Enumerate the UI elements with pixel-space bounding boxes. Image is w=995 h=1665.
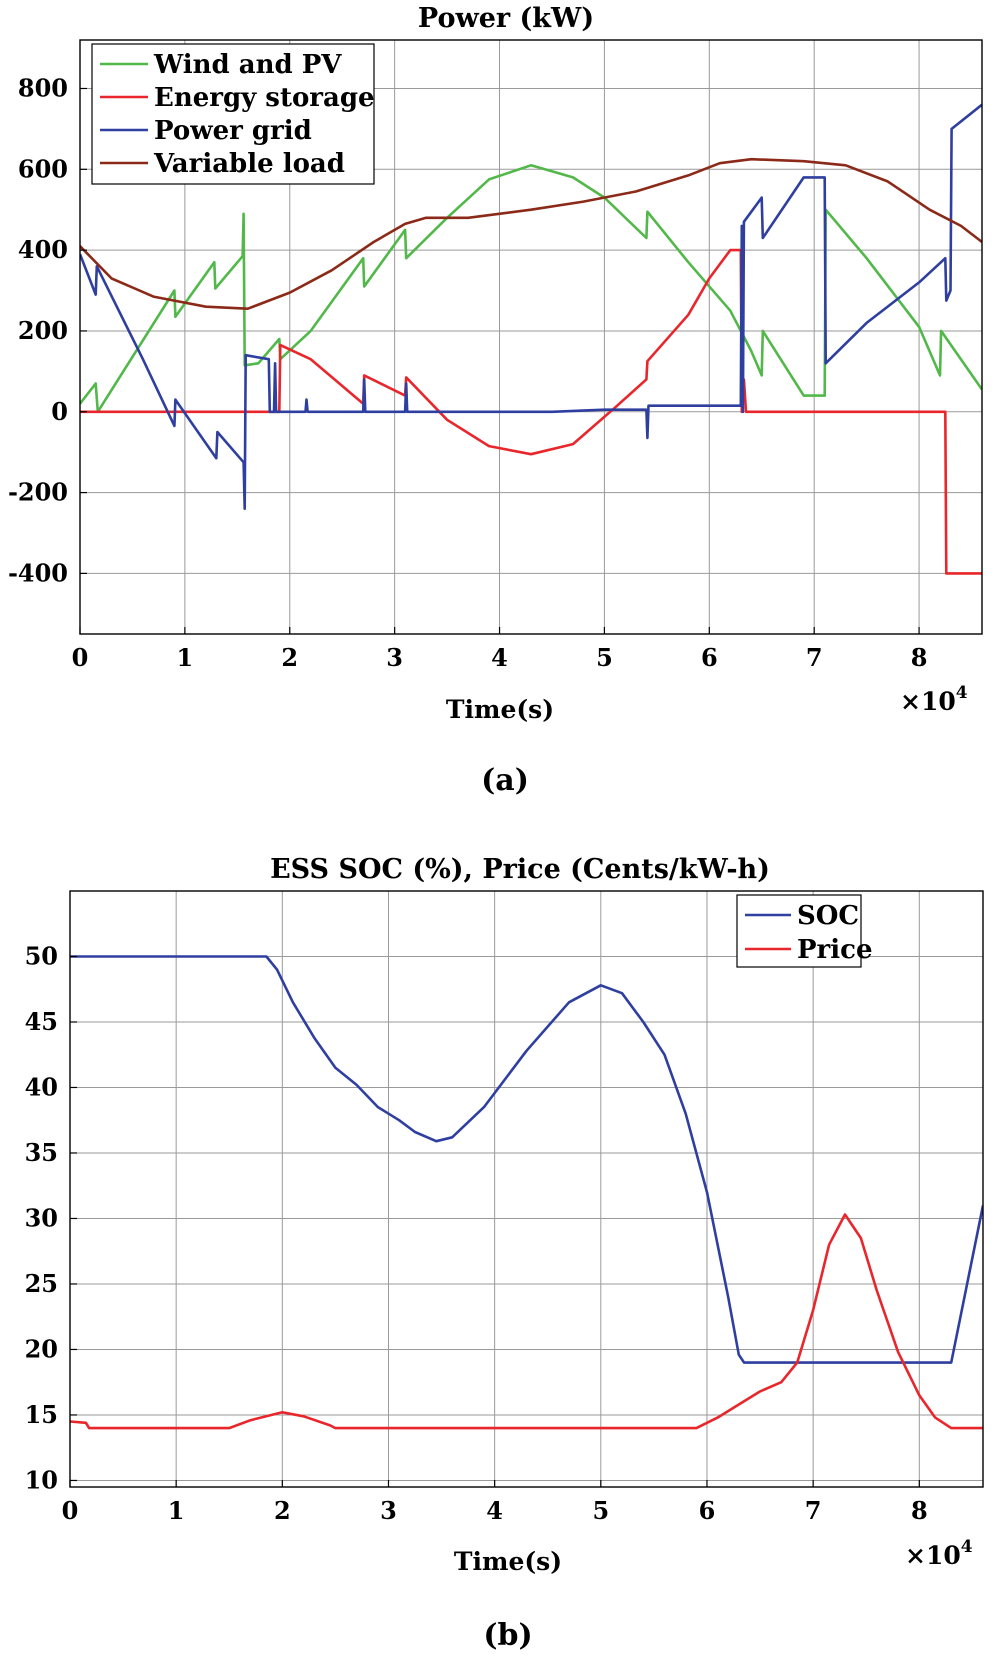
legend-entry: Price (797, 935, 873, 965)
y-tick-label: 30 (25, 1203, 58, 1232)
x-tick-label: 2 (274, 1496, 291, 1525)
x-tick-label: 4 (491, 643, 508, 672)
x-tick-label: 5 (596, 643, 613, 672)
y-tick-label: 20 (25, 1334, 58, 1363)
x-tick-label: 0 (72, 643, 89, 672)
legend-entry: Wind and PV (153, 50, 342, 80)
series-line-variable-load (80, 157, 982, 310)
chart-a-xlabel: Time(s) (446, 695, 554, 724)
y-tick-label: 35 (25, 1138, 58, 1167)
x-tick-label: 1 (168, 1496, 185, 1525)
y-tick-label: 50 (25, 941, 58, 970)
legend-entry: Variable load (153, 149, 345, 179)
series-line-power-grid (80, 103, 982, 510)
legend-entry: Power grid (154, 116, 312, 146)
y-tick-label: 15 (25, 1400, 58, 1429)
x-tick-label: 6 (701, 643, 718, 672)
legend-box (91, 43, 375, 185)
legend-entry: Energy storage (154, 83, 375, 113)
x-tick-label: 2 (281, 643, 298, 672)
chart-b-yticks: 10 15 20 25 30 35 40 45 50 (25, 941, 77, 1494)
x-tick-label: 3 (386, 643, 403, 672)
x-tick-label: 8 (911, 1496, 928, 1525)
legend-entry: SOC (797, 901, 859, 931)
y-tick-label: 800 (18, 73, 68, 102)
y-tick-label: 25 (25, 1269, 58, 1298)
chart-b-xlabel: Time(s) (454, 1547, 562, 1576)
chart-b-frame (69, 890, 984, 1488)
series-line-wind-and-pv (80, 164, 982, 414)
chart-b-xticks: 0 1 2 3 4 5 6 7 8 (62, 1480, 928, 1525)
y-tick-label: 400 (18, 235, 68, 264)
y-tick-label: 0 (51, 397, 68, 426)
chart-b-caption: (b) (483, 1618, 532, 1653)
chart-b-series (70, 955, 983, 1430)
x-tick-label: 0 (62, 1496, 79, 1525)
legend-box (736, 894, 862, 968)
x-tick-label: 6 (699, 1496, 716, 1525)
x-tick-label: 4 (486, 1496, 503, 1525)
chart-b-title: ESS SOC (%), Price (Cents/kW-h) (270, 854, 770, 885)
x-tick-label: 8 (911, 643, 928, 672)
series-line-soc (70, 955, 983, 1364)
y-tick-label: 40 (25, 1072, 58, 1101)
chart-b-x-multiplier: ×104 (905, 1537, 973, 1570)
y-tick-label: 10 (25, 1465, 58, 1494)
series-line-price (70, 1213, 983, 1430)
chart-a-caption: (a) (481, 763, 529, 798)
chart-a-frame (79, 39, 983, 635)
soc-price-chart: ESS SOC (%), Price (Cents/kW-h) 10152025… (25, 854, 984, 1653)
chart-a-xticks: 0 1 2 3 4 5 6 7 8 (72, 627, 928, 672)
y-tick-label: -200 (8, 478, 68, 507)
chart-a-x-multiplier: ×104 (900, 683, 968, 716)
x-tick-label: 5 (592, 1496, 609, 1525)
x-tick-label: 3 (380, 1496, 397, 1525)
y-tick-label: 200 (18, 316, 68, 345)
chart-b-grid (70, 891, 983, 1487)
y-tick-label: 600 (18, 154, 68, 183)
power-chart: Power (kW) -400 -200 0 200 400 600 800 0 1 2 3 4 5 6… (8, 3, 983, 798)
x-tick-label: 1 (177, 643, 194, 672)
chart-a-series (80, 103, 982, 575)
y-tick-label: -400 (8, 558, 68, 587)
chart-a-title: Power (kW) (418, 3, 594, 34)
chart-b-legend: SOC Price (736, 894, 873, 968)
x-tick-label: 7 (805, 1496, 822, 1525)
y-tick-label: 45 (25, 1007, 58, 1036)
x-tick-label: 7 (806, 643, 823, 672)
chart-a-yticks: -400 -200 0 200 400 600 800 (8, 73, 87, 587)
